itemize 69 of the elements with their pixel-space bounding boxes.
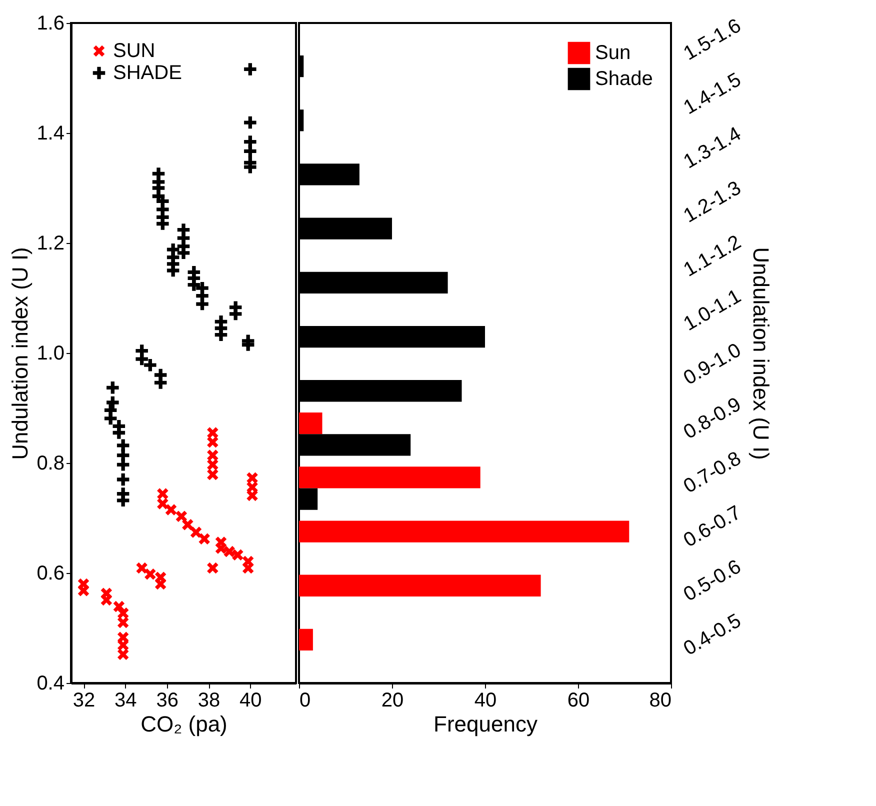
y-axis-title: Undulation index (U I) xyxy=(8,247,33,460)
y-tick-label: 0.8 xyxy=(36,452,64,474)
x-tick-label: 38 xyxy=(198,690,220,712)
point xyxy=(112,426,126,439)
x-tick-label: 40 xyxy=(474,690,497,712)
point xyxy=(244,145,256,158)
point xyxy=(244,63,256,76)
point xyxy=(156,218,169,230)
x-axis-title: Frequency xyxy=(434,712,538,736)
point xyxy=(177,246,190,260)
point xyxy=(242,338,254,351)
x-tick-label: 60 xyxy=(567,690,590,712)
point xyxy=(166,264,180,277)
point xyxy=(207,468,218,480)
point xyxy=(207,459,218,470)
point xyxy=(196,298,208,310)
y-tick-label: 0.4 xyxy=(36,672,64,694)
point xyxy=(117,648,129,660)
point xyxy=(246,472,258,484)
point xyxy=(207,450,218,461)
point xyxy=(106,382,119,394)
y-tick-label: 1.6 xyxy=(36,12,64,34)
point xyxy=(117,608,129,619)
legend-label: Shade xyxy=(595,68,653,90)
point xyxy=(144,568,156,580)
x-tick-label: 36 xyxy=(156,690,178,712)
x-axis-title: CO₂ (pa) xyxy=(140,712,228,736)
point xyxy=(232,549,244,560)
point xyxy=(207,436,218,448)
x-tick-label: 0 xyxy=(300,690,311,712)
legend-label: SUN xyxy=(113,40,156,62)
point xyxy=(144,358,156,372)
x-tick-label: 40 xyxy=(240,690,262,712)
point xyxy=(176,510,188,522)
y-tick-label: 1.4 xyxy=(36,122,64,144)
point xyxy=(116,494,130,507)
x-tick-label: 80 xyxy=(649,690,672,712)
point xyxy=(244,116,256,129)
point xyxy=(224,546,235,558)
point xyxy=(182,518,194,530)
y2-axis-title: Undulation index (U I) xyxy=(748,247,774,460)
x-tick-label: 32 xyxy=(72,690,96,712)
point xyxy=(106,396,119,409)
point xyxy=(116,458,130,471)
point xyxy=(207,427,218,438)
point xyxy=(157,488,168,500)
point xyxy=(117,616,129,628)
point xyxy=(165,504,177,516)
point xyxy=(104,412,117,425)
x-tick-label: 20 xyxy=(381,690,404,712)
point xyxy=(154,376,167,389)
x-tick-label: 34 xyxy=(114,690,137,712)
point xyxy=(136,562,148,574)
point xyxy=(215,542,227,554)
point xyxy=(116,473,130,486)
point xyxy=(157,498,168,510)
point xyxy=(188,278,200,291)
legend-label: Sun xyxy=(595,42,631,64)
point xyxy=(190,526,202,538)
legend-label: SHADE xyxy=(113,62,182,84)
point xyxy=(207,562,218,574)
point xyxy=(214,328,228,341)
point xyxy=(198,533,210,545)
y-tick-label: 0.6 xyxy=(36,562,64,584)
y-tick-label: 1.0 xyxy=(36,342,64,364)
y-tick-label: 1.2 xyxy=(36,232,64,254)
point xyxy=(246,490,258,502)
point xyxy=(229,308,242,320)
point xyxy=(136,352,148,366)
